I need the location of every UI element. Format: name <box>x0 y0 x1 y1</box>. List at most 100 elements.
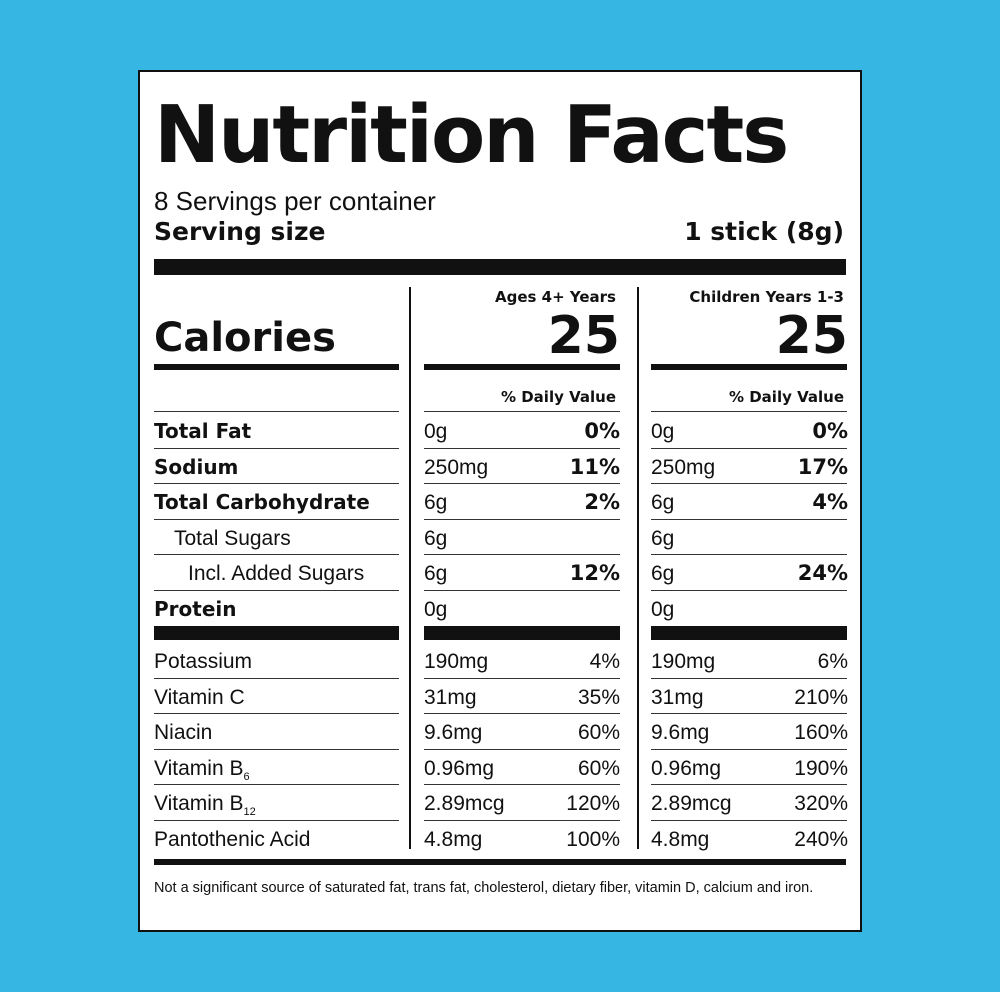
row-rule <box>154 447 399 449</box>
table-row: Niacin 9.6mg 60% 9.6mg 160% <box>140 714 864 750</box>
column-divider <box>637 287 639 849</box>
row-rule <box>154 784 399 785</box>
percent-dv-children-1-3: 24% <box>797 561 848 585</box>
amount-ages-4-plus: 6g <box>424 491 448 514</box>
row-rule <box>651 713 847 714</box>
column-divider <box>409 287 411 849</box>
row-rule <box>651 677 847 679</box>
percent-dv-ages-4-plus: 100% <box>566 827 620 851</box>
percent-dv-ages-4-plus: 0% <box>584 419 620 443</box>
nutrient-name: Total Sugars <box>174 526 291 550</box>
amount-children-1-3: 2.89mcg <box>651 792 732 815</box>
table-row: Total Carbohydrate 6g 2% 6g 4% <box>140 484 864 520</box>
amount-children-1-3: 250mg <box>651 455 716 479</box>
percent-dv-ages-4-plus: 2% <box>584 490 620 514</box>
calories-label: Calories <box>154 315 336 361</box>
nutrient-name: Total Fat <box>154 419 252 443</box>
row-rule <box>651 554 847 555</box>
row-rule <box>651 748 847 750</box>
subscript: 6 <box>243 770 250 783</box>
row-rule <box>154 483 399 484</box>
nutrient-name: Potassium <box>154 650 253 673</box>
row-rule <box>154 554 399 555</box>
row-rule <box>651 784 847 785</box>
amount-ages-4-plus: 31mg <box>424 685 477 709</box>
amount-children-1-3: 0.96mg <box>651 756 722 780</box>
amount-children-1-3: 6g <box>651 491 675 514</box>
amount-children-1-3: 6g <box>651 562 675 585</box>
amount-children-1-3: 190mg <box>651 650 716 673</box>
servings-per-container: 8 Servings per container <box>154 186 436 216</box>
amount-ages-4-plus: 0.96mg <box>424 756 495 780</box>
nutrient-name: Vitamin B12 <box>154 792 256 819</box>
table-row: Total Sugars 6g 6g <box>140 520 864 556</box>
nutrient-name: Incl. Added Sugars <box>188 562 365 585</box>
column-header-ages-4-plus: Ages 4+ Years <box>494 288 616 306</box>
thick-divider <box>651 626 847 640</box>
percent-dv-children-1-3: 320% <box>794 792 848 815</box>
serving-size-value: 1 stick (8g) <box>684 217 844 246</box>
percent-dv-ages-4-plus: 35% <box>577 685 620 709</box>
percent-dv-children-1-3: 240% <box>794 827 848 851</box>
row-rule <box>651 483 847 484</box>
table-row: Vitamin B6 0.96mg 60% 0.96mg 190% <box>140 750 864 786</box>
row-rule <box>154 589 399 591</box>
amount-ages-4-plus: 2.89mcg <box>424 792 505 815</box>
amount-ages-4-plus: 9.6mg <box>424 721 483 744</box>
calories-value-children-1-3: 25 <box>775 306 848 366</box>
amount-ages-4-plus: 0g <box>424 420 448 443</box>
row-rule <box>154 819 399 821</box>
row-rule <box>154 518 399 520</box>
nutrient-name: Total Carbohydrate <box>154 490 370 514</box>
percent-dv-ages-4-plus: 12% <box>569 561 620 585</box>
nutrient-name: Vitamin C <box>154 685 245 709</box>
table-row: Vitamin B12 2.89mcg 120% 2.89mcg 320% <box>140 785 864 821</box>
calories-value-ages-4-plus: 25 <box>547 306 620 366</box>
percent-dv-children-1-3: 210% <box>794 685 848 709</box>
amount-ages-4-plus: 190mg <box>424 650 489 673</box>
nutrient-name: Vitamin B6 <box>154 756 250 783</box>
table-row: Protein 0g 0g <box>140 591 864 627</box>
daily-value-header: % Daily Value <box>728 388 844 406</box>
calories-divider <box>424 364 620 370</box>
row-rule <box>424 713 620 714</box>
row-rule <box>651 819 847 821</box>
row-rule <box>424 483 620 484</box>
percent-dv-ages-4-plus: 60% <box>577 721 620 744</box>
amount-children-1-3: 31mg <box>651 685 704 709</box>
table-row: Sodium 250mg 11% 250mg 17% <box>140 449 864 485</box>
percent-dv-ages-4-plus: 120% <box>566 792 620 815</box>
nutrient-name: Niacin <box>154 721 213 744</box>
row-rule <box>424 784 620 785</box>
row-rule <box>154 411 399 412</box>
amount-ages-4-plus: 6g <box>424 562 448 585</box>
label-title: Nutrition Facts <box>154 89 789 181</box>
row-rule <box>424 748 620 750</box>
thick-divider <box>154 626 399 640</box>
subscript: 12 <box>243 806 256 819</box>
percent-dv-children-1-3: 17% <box>797 454 848 479</box>
nutrient-name: Pantothenic Acid <box>154 827 311 851</box>
nutrient-name: Sodium <box>154 454 239 479</box>
row-rule <box>651 447 847 449</box>
table-row: Pantothenic Acid 4.8mg 100% 4.8mg 240% <box>140 821 864 857</box>
row-rule <box>651 411 847 412</box>
percent-dv-children-1-3: 6% <box>817 650 848 673</box>
row-rule <box>154 713 399 714</box>
amount-children-1-3: 9.6mg <box>651 721 710 744</box>
nutrient-name: Protein <box>154 596 237 621</box>
amount-ages-4-plus: 4.8mg <box>424 827 483 851</box>
daily-value-header: % Daily Value <box>500 388 616 406</box>
percent-dv-ages-4-plus: 60% <box>577 756 620 780</box>
nutrition-facts-label: Nutrition Facts 8 Servings per container… <box>138 70 862 932</box>
amount-ages-4-plus: 250mg <box>424 455 489 479</box>
row-rule <box>154 748 399 750</box>
row-rule <box>424 554 620 555</box>
table-row: Vitamin C 31mg 35% 31mg 210% <box>140 679 864 715</box>
column-header-children-1-3: Children Years 1-3 <box>689 288 844 306</box>
amount-ages-4-plus: 6g <box>424 526 448 550</box>
row-rule <box>651 589 847 591</box>
calories-divider <box>154 364 399 370</box>
percent-dv-ages-4-plus: 4% <box>589 650 620 673</box>
thick-divider <box>154 259 846 275</box>
